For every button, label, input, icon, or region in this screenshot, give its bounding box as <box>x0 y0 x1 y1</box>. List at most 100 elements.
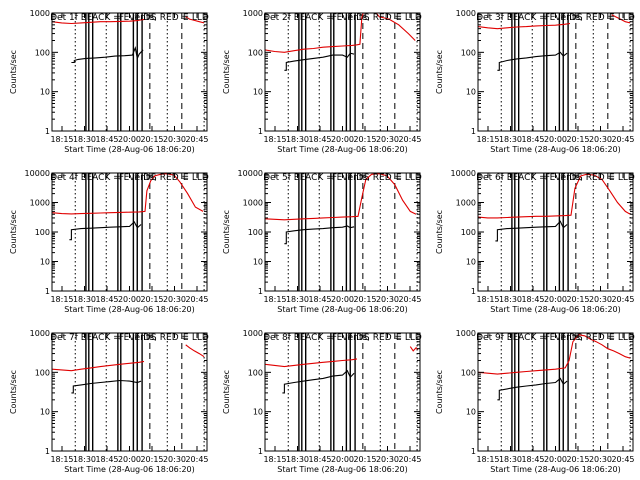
panel-6: FFFDSE11010010001000018:1518:3018:4520:0… <box>435 169 635 314</box>
event-marker-label: S <box>364 13 370 23</box>
y-axis-label: Counts/sec <box>435 370 444 414</box>
x-tick-label: 18:45 <box>95 135 118 144</box>
chart-title: Det 1f BLACK = Events, RED = LLD <box>50 13 209 23</box>
panel-2: FFFDSE110100100018:1518:3018:4520:0020:1… <box>222 9 422 154</box>
x-tick-label: 20:15 <box>140 135 163 144</box>
panel-5: FFFDSE11010010001000018:1518:3018:4520:0… <box>222 169 422 314</box>
y-tick-label: 10000 <box>25 169 50 178</box>
y-tick-label: 10 <box>466 258 476 267</box>
x-tick-label: 20:30 <box>376 135 399 144</box>
y-axis-label: Counts/sec <box>222 210 231 254</box>
x-tick-label: 18:45 <box>521 295 544 304</box>
y-tick-label: 1000 <box>456 9 476 18</box>
y-axis-label: Counts/sec <box>435 50 444 94</box>
x-tick-label: 18:15 <box>476 295 499 304</box>
y-axis-label: Counts/sec <box>222 50 231 94</box>
x-tick-label: 18:30 <box>499 295 522 304</box>
x-axis-label: Start Time (28-Aug-06 18:06:20) <box>277 465 408 474</box>
x-tick-label: 20:15 <box>566 295 589 304</box>
x-tick-label: 20:45 <box>185 295 208 304</box>
x-tick-label: 20:00 <box>331 135 354 144</box>
lld-series-line <box>478 173 631 219</box>
x-tick-label: 20:45 <box>185 455 208 464</box>
event-marker-label: D <box>356 173 363 183</box>
x-tick-label: 20:30 <box>163 295 186 304</box>
event-marker-label: D <box>143 333 150 343</box>
events-series-line <box>69 221 142 241</box>
event-marker-label: S <box>577 13 583 23</box>
x-tick-label: 20:00 <box>544 455 567 464</box>
x-tick-label: 20:00 <box>118 295 141 304</box>
y-tick-label: 1000 <box>456 199 476 208</box>
x-tick-label: 20:45 <box>611 295 634 304</box>
chart-title: Det 5f BLACK = Events, RED = LLD <box>263 173 422 183</box>
x-tick-label: 20:00 <box>331 295 354 304</box>
event-marker-label: E <box>609 173 615 183</box>
y-tick-label: 10000 <box>238 169 263 178</box>
lld-series-line <box>611 14 631 24</box>
x-tick-label: 18:45 <box>521 455 544 464</box>
event-marker-label: S <box>577 333 583 343</box>
y-tick-label: 1 <box>45 127 50 136</box>
x-axis-label: Start Time (28-Aug-06 18:06:20) <box>64 305 195 314</box>
y-tick-label: 1 <box>471 127 476 136</box>
x-tick-label: 18:30 <box>286 295 309 304</box>
x-tick-label: 20:00 <box>544 295 567 304</box>
chart-title: Det 6f BLACK = Events, RED = LLD <box>476 173 635 183</box>
event-marker-label: E <box>396 173 402 183</box>
chart-title: Det 9f BLACK = Events, RED = LLD <box>476 333 635 343</box>
y-tick-label: 1000 <box>243 329 263 338</box>
chart-title: Det 7f BLACK = Events, RED = LLD <box>50 333 209 343</box>
y-tick-label: 1 <box>471 287 476 296</box>
x-tick-label: 18:15 <box>263 295 286 304</box>
x-tick-label: 20:30 <box>589 455 612 464</box>
x-tick-label: 20:00 <box>118 455 141 464</box>
x-tick-label: 20:15 <box>566 455 589 464</box>
y-tick-label: 10 <box>253 258 263 267</box>
x-tick-label: 20:30 <box>376 295 399 304</box>
x-tick-label: 20:15 <box>353 455 376 464</box>
x-axis-label: Start Time (28-Aug-06 18:06:20) <box>490 145 621 154</box>
y-tick-label: 1 <box>45 447 50 456</box>
y-tick-label: 1000 <box>30 329 50 338</box>
event-marker-label: D <box>569 13 576 23</box>
events-series-line <box>497 51 568 71</box>
chart-title: Det 3f BLACK = Events, RED = LLD <box>476 13 635 23</box>
x-tick-label: 20:15 <box>353 295 376 304</box>
x-tick-label: 20:00 <box>118 135 141 144</box>
event-marker-label: D <box>143 173 150 183</box>
x-tick-label: 20:15 <box>140 295 163 304</box>
x-tick-label: 20:45 <box>398 135 421 144</box>
x-tick-label: 20:45 <box>185 135 208 144</box>
panel-8: FFFDSE110100100018:1518:3018:4520:0020:1… <box>222 329 422 474</box>
lld-series-line <box>478 22 571 30</box>
event-marker-label: S <box>151 333 157 343</box>
events-series-line <box>497 377 568 401</box>
y-tick-label: 1 <box>258 127 263 136</box>
y-tick-label: 1 <box>45 287 50 296</box>
y-tick-label: 10 <box>40 88 50 97</box>
x-tick-label: 20:45 <box>611 135 634 144</box>
y-tick-label: 10 <box>466 88 476 97</box>
x-tick-label: 20:00 <box>544 135 567 144</box>
y-tick-label: 1 <box>471 447 476 456</box>
event-marker-label: E <box>396 333 402 343</box>
event-marker-label: D <box>569 333 576 343</box>
events-series-line <box>71 45 144 64</box>
event-marker-label: E <box>183 333 189 343</box>
y-tick-label: 1 <box>258 287 263 296</box>
event-marker-label: S <box>364 333 370 343</box>
events-series-line <box>495 220 568 242</box>
chart-title: Det 2f BLACK = Events, RED = LLD <box>263 13 422 23</box>
x-axis-label: Start Time (28-Aug-06 18:06:20) <box>490 465 621 474</box>
x-tick-label: 18:15 <box>263 135 286 144</box>
lld-series-line <box>265 13 416 53</box>
x-tick-label: 18:15 <box>476 455 499 464</box>
x-tick-label: 18:45 <box>521 135 544 144</box>
y-tick-label: 100 <box>461 228 476 237</box>
event-marker-label: E <box>183 173 189 183</box>
y-axis-label: Counts/sec <box>9 50 18 94</box>
lld-series-line <box>478 334 631 375</box>
event-marker-label: E <box>183 13 189 23</box>
event-marker-label: D <box>356 13 363 23</box>
